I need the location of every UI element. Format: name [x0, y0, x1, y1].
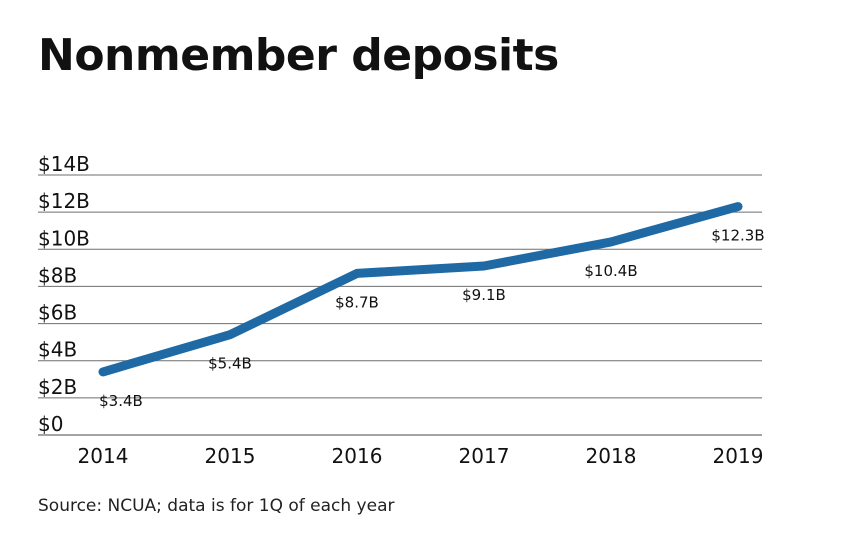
- data-label: $9.1B: [462, 286, 506, 304]
- y-tick-label: $14B: [38, 152, 90, 176]
- data-label: $8.7B: [335, 293, 379, 311]
- y-tick-label: $6B: [38, 301, 77, 325]
- chart-title: Nonmember deposits: [38, 30, 559, 81]
- line-chart: $0$2B$4B$6B$8B$10B$12B$14B 2014 2015 2016 2…: [38, 152, 765, 468]
- x-tick-label: 2016: [332, 444, 383, 468]
- y-tick-label: $12B: [38, 189, 90, 213]
- y-tick-label: $10B: [38, 226, 90, 250]
- data-labels: $3.4B $5.4B $8.7B $9.1B $10.4B $12.3B: [99, 227, 764, 410]
- x-tick-label: 2018: [586, 444, 637, 468]
- data-label: $10.4B: [584, 262, 637, 280]
- x-tick-label: 2015: [205, 444, 256, 468]
- y-tick-label: $2B: [38, 375, 77, 399]
- gridlines: [38, 174, 762, 436]
- y-tick-label: $4B: [38, 338, 77, 362]
- x-tick-label: 2019: [713, 444, 764, 468]
- x-tick-label: 2014: [78, 444, 129, 468]
- series-line: [98, 202, 743, 377]
- y-axis-ticks: $0 $2B $4B $6B $8B $10B $12B $14B: [38, 152, 90, 436]
- x-axis-ticks: 2014 2015 2016 2017 2018 2019: [78, 444, 764, 468]
- data-label: $5.4B: [208, 355, 252, 373]
- y-tick-label: $0: [38, 412, 63, 436]
- x-tick-label: 2017: [459, 444, 510, 468]
- data-label: $3.4B: [99, 392, 143, 410]
- data-label: $12.3B: [711, 227, 764, 245]
- y-tick-label: $8B: [38, 263, 77, 287]
- source-note: Source: NCUA; data is for 1Q of each yea…: [38, 496, 395, 516]
